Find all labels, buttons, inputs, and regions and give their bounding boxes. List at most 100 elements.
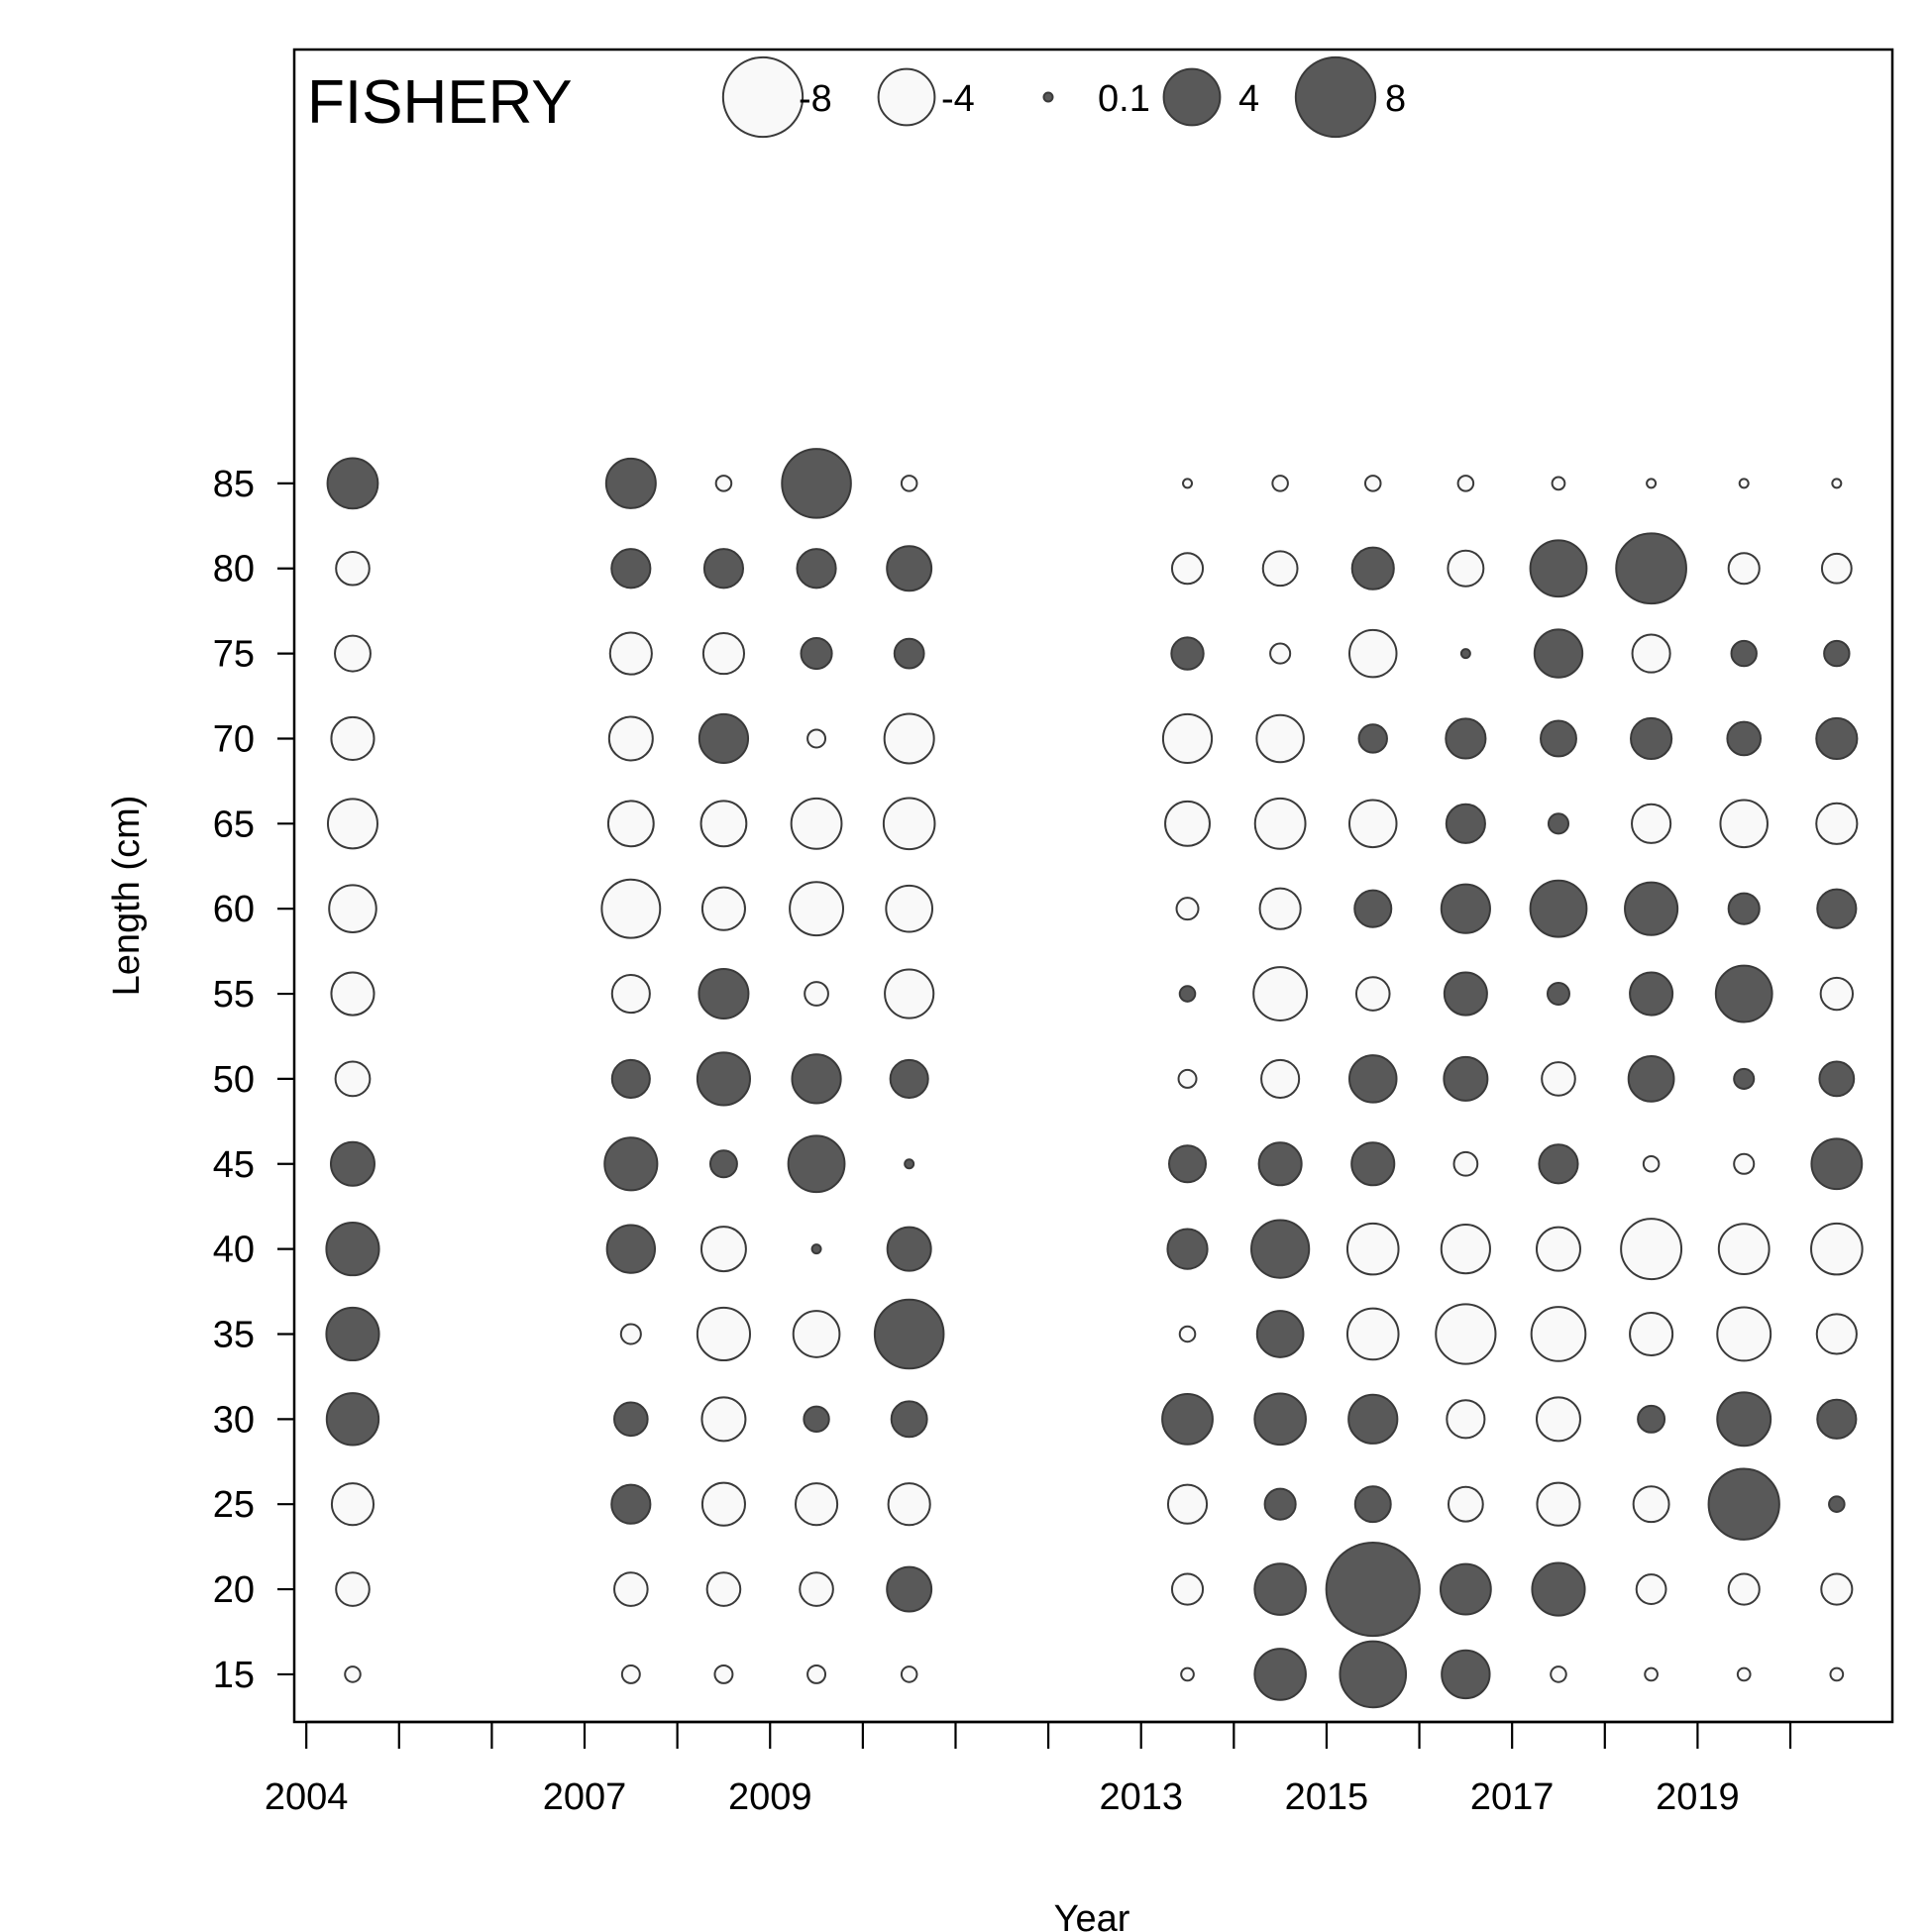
- bubble-negative: [600, 878, 662, 939]
- bubble-negative: [334, 634, 372, 673]
- y-tick-label: 50: [213, 1059, 255, 1101]
- bubble-negative: [799, 1571, 834, 1607]
- bubble-positive: [810, 1243, 822, 1255]
- bubble-negative: [1440, 1224, 1491, 1275]
- bubble-positive: [1637, 1404, 1666, 1434]
- bubble-positive: [803, 1405, 830, 1434]
- bubble-negative: [1716, 1306, 1772, 1362]
- bubble-negative: [1178, 1325, 1197, 1343]
- bubble-positive: [1263, 1487, 1297, 1521]
- bubble-negative: [1447, 549, 1485, 588]
- bubble-negative: [344, 1665, 362, 1683]
- bubble-positive: [1257, 1141, 1303, 1187]
- legend-label: 4: [1238, 78, 1259, 120]
- bubble-negative: [1452, 1150, 1479, 1177]
- bubble-positive: [1818, 1060, 1856, 1098]
- bubble-positive: [1714, 964, 1773, 1023]
- bubble-positive: [1325, 1541, 1421, 1638]
- bubble-negative: [1631, 803, 1672, 844]
- bubble-negative: [1180, 1666, 1195, 1682]
- y-axis: 15 20 25 30 35 40 45 50 55 60 65 70 75 80 85: [213, 464, 294, 1696]
- bubble-positive: [604, 457, 657, 509]
- bubble-negative: [1644, 1666, 1659, 1682]
- bubble-positive: [1615, 532, 1687, 605]
- bubble-negative: [701, 632, 746, 676]
- bubble-negative: [883, 712, 935, 765]
- bubble-negative: [1271, 475, 1289, 492]
- bubble-positive: [1255, 1310, 1305, 1358]
- bubble-positive: [1161, 1392, 1214, 1446]
- bubble-positive: [610, 1058, 651, 1099]
- bubble-positive: [325, 1306, 380, 1362]
- bubble-positive: [605, 1224, 657, 1274]
- bubble-positive: [610, 1483, 652, 1525]
- bubble-positive: [1707, 1467, 1780, 1541]
- bubble-negative: [1642, 1154, 1661, 1173]
- bubble-negative: [1447, 1485, 1484, 1523]
- bubble-negative: [1646, 478, 1658, 489]
- legend-bubble: [1294, 55, 1377, 139]
- x-tick-label: 2009: [728, 1776, 812, 1818]
- bubble-negative: [330, 1482, 376, 1527]
- bubble-positive: [1546, 982, 1570, 1007]
- bubble-negative: [1736, 1666, 1752, 1682]
- bubble-negative: [330, 971, 376, 1017]
- bubble-negative: [606, 800, 655, 848]
- bubble-negative: [884, 968, 935, 1020]
- bubble-positive: [325, 1222, 380, 1277]
- bubble-positive: [1815, 716, 1859, 761]
- bubble-negative: [1345, 1307, 1400, 1361]
- x-tick-label: 2007: [543, 1776, 627, 1818]
- bubble-positive: [886, 1565, 933, 1613]
- bubble-positive: [1441, 1649, 1491, 1700]
- bubble-negative: [1347, 628, 1398, 679]
- bubble-negative: [1635, 1573, 1667, 1605]
- bubble-positive: [1445, 717, 1487, 760]
- bubble-positive: [781, 448, 852, 519]
- bubble-negative: [608, 631, 653, 676]
- bubble-positive: [1350, 546, 1395, 590]
- bubble-negative: [1456, 475, 1475, 492]
- bubble-positive: [1538, 1143, 1579, 1185]
- bubble-negative: [1717, 1223, 1771, 1276]
- bubble-positive: [1823, 639, 1851, 668]
- bubble-positive: [787, 1134, 846, 1194]
- bubble-positive: [1166, 1228, 1209, 1270]
- bubble-positive: [1828, 1495, 1846, 1513]
- bubble-positive: [1439, 1562, 1492, 1616]
- bubble-positive: [1350, 1141, 1396, 1187]
- bubble-negative: [699, 800, 748, 848]
- bubble-positive: [1353, 1485, 1392, 1524]
- bubble-positive: [1168, 1144, 1208, 1184]
- bubble-negative: [1631, 633, 1671, 674]
- x-tick-label: 2017: [1470, 1776, 1555, 1818]
- bubble-negative: [1815, 1313, 1858, 1355]
- y-tick-label: 55: [213, 974, 255, 1016]
- bubble-negative: [328, 884, 377, 933]
- bubble-negative: [1161, 712, 1214, 765]
- bubble-positive: [1627, 1055, 1675, 1103]
- bubble-negative: [1810, 1222, 1864, 1276]
- bubble-negative: [1530, 1306, 1587, 1362]
- bubble-negative: [1551, 476, 1566, 491]
- bubble-negative: [335, 1571, 371, 1607]
- bubble-series: [325, 448, 1864, 1709]
- bubble-negative: [1175, 897, 1200, 921]
- bubble-positive: [873, 1298, 945, 1370]
- bubble-positive: [702, 548, 745, 590]
- bubble-positive: [1445, 803, 1486, 844]
- bubble-positive: [1816, 1398, 1858, 1440]
- legend-bubble: [1162, 67, 1222, 127]
- bubble-positive: [1250, 1219, 1311, 1279]
- x-tick-label: 2013: [1099, 1776, 1183, 1818]
- bubble-positive: [1733, 1067, 1756, 1090]
- bubble-negative: [887, 1482, 931, 1527]
- bubble-positive: [1716, 1391, 1772, 1448]
- bubble-negative: [1738, 478, 1750, 489]
- y-tick-label: 20: [213, 1569, 255, 1611]
- bubble-negative: [1347, 799, 1398, 849]
- bubble-positive: [1440, 883, 1491, 934]
- y-axis-title: Length (cm): [106, 796, 148, 997]
- bubble-negative: [613, 1571, 649, 1607]
- x-tick-label: 2004: [265, 1776, 349, 1818]
